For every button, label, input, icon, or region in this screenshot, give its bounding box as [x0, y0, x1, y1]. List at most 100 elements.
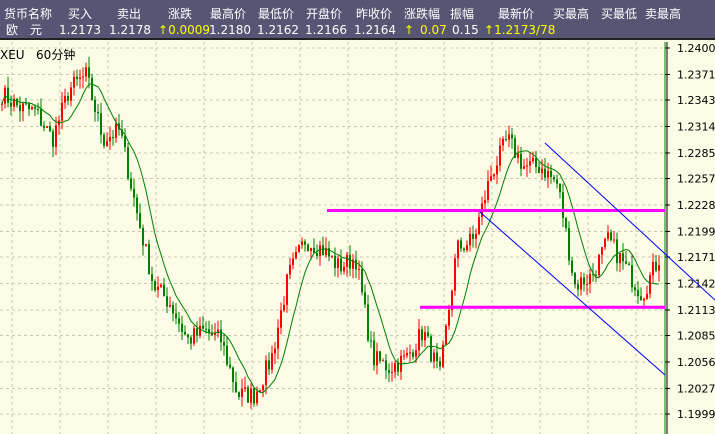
candle-body: [382, 360, 384, 362]
candle-body: [265, 360, 267, 386]
candle-body: [136, 197, 138, 214]
candle-body: [442, 344, 444, 367]
candle-body: [454, 258, 456, 291]
candle-body: [472, 233, 474, 239]
y-tick-label: 1.1999: [677, 408, 715, 421]
candle-body: [493, 174, 495, 177]
candle-body: [337, 258, 339, 269]
candle-body: [343, 266, 345, 272]
candle-body: [286, 274, 288, 305]
candle-body: [616, 239, 618, 264]
column-header[interactable]: 卖出: [117, 7, 142, 21]
column-header[interactable]: 买最高: [553, 7, 590, 21]
candle-body: [151, 274, 153, 282]
candle-body: [448, 309, 450, 326]
candlestick-chart[interactable]: 1.2400 1.2371 1.2343 1.2314 1.2285 1.2257 1.22…: [0, 42, 715, 434]
candle-body: [430, 336, 432, 362]
y-tick-label: 1.2056: [677, 356, 715, 369]
candle-body: [436, 352, 438, 362]
candle-body: [298, 244, 300, 252]
latest-price: ↑1.2173/78: [484, 22, 555, 38]
sell-price: 1.2178: [109, 23, 151, 37]
candle-body: [277, 327, 279, 349]
candle-body: [322, 245, 324, 256]
candle-body: [292, 258, 294, 265]
candle-body: [154, 281, 156, 290]
y-tick-label: 1.2171: [677, 251, 715, 264]
candle-body: [139, 213, 141, 228]
candle-body: [130, 178, 132, 189]
column-header[interactable]: 最低价: [258, 7, 295, 21]
column-header[interactable]: 最新价: [498, 7, 535, 21]
candle-body: [604, 238, 606, 248]
candle-body: [610, 232, 612, 241]
candle-body: [148, 244, 150, 275]
column-header[interactable]: 货币名称: [4, 7, 53, 21]
y-tick-label: 1.2113: [677, 304, 715, 317]
candle-body: [43, 125, 45, 128]
candle-body: [310, 247, 312, 252]
column-header[interactable]: 买最低: [601, 7, 638, 21]
column-header[interactable]: 最高价: [210, 7, 247, 21]
candle-body: [280, 310, 282, 328]
candle-body: [178, 318, 180, 324]
column-header[interactable]: 振幅: [450, 7, 475, 21]
candle-body: [238, 392, 240, 398]
candle-body: [268, 360, 270, 370]
candle-body: [106, 141, 108, 146]
candle-body: [400, 355, 402, 372]
candle-body: [193, 328, 195, 344]
candle-body: [607, 232, 609, 239]
candle-body: [508, 134, 510, 140]
buy-price: 1.2173: [59, 23, 101, 37]
candle-body: [565, 217, 567, 229]
column-header[interactable]: 开盘价: [306, 7, 343, 21]
candle-body: [232, 367, 234, 383]
candle-body: [352, 259, 354, 269]
candle-body: [175, 313, 177, 319]
candle-body: [217, 329, 219, 334]
candle-body: [19, 105, 21, 112]
candle-body: [376, 351, 378, 366]
candle-body: [184, 331, 186, 335]
latest-text: 1.2173/78: [494, 23, 556, 37]
column-header[interactable]: 卖最高: [645, 7, 682, 21]
open-price: 1.2166: [305, 23, 347, 37]
candle-body: [364, 292, 366, 305]
up-arrow-icon: ↑: [158, 23, 169, 37]
candle-body: [73, 76, 75, 88]
candle-body: [331, 255, 333, 257]
candle-body: [475, 233, 477, 239]
candle-body: [145, 244, 147, 246]
candle-body: [502, 138, 504, 146]
candle-body: [319, 245, 321, 257]
candle-body: [97, 111, 99, 114]
candle-body: [451, 290, 453, 310]
column-header[interactable]: 昨收价: [356, 7, 393, 21]
candle-body: [595, 274, 597, 276]
y-tick-label: 1.2142: [677, 277, 715, 290]
lower-trendline: [479, 211, 666, 376]
candle-body: [421, 329, 423, 341]
chart-title: XEU 60分钟: [0, 46, 75, 63]
candle-body: [526, 165, 528, 167]
candle-body: [631, 265, 633, 288]
column-header[interactable]: 涨跌幅: [404, 7, 441, 21]
candle-body: [568, 228, 570, 261]
candle-body: [103, 134, 105, 146]
candle-body: [658, 265, 660, 271]
candle-body: [64, 95, 66, 103]
up-arrow-icon: ↑: [484, 23, 495, 37]
candle-body: [391, 371, 393, 373]
candle-body: [406, 352, 408, 356]
candle-body: [427, 332, 429, 337]
candle-body: [229, 364, 231, 368]
candle-body: [628, 263, 630, 266]
column-header[interactable]: 买入: [68, 7, 93, 21]
change-pct: 0.07: [420, 23, 447, 37]
candle-body: [31, 107, 33, 110]
column-header[interactable]: 涨跌: [168, 7, 193, 21]
candle-body: [517, 153, 519, 158]
candle-body: [646, 293, 648, 299]
candle-body: [625, 261, 627, 264]
